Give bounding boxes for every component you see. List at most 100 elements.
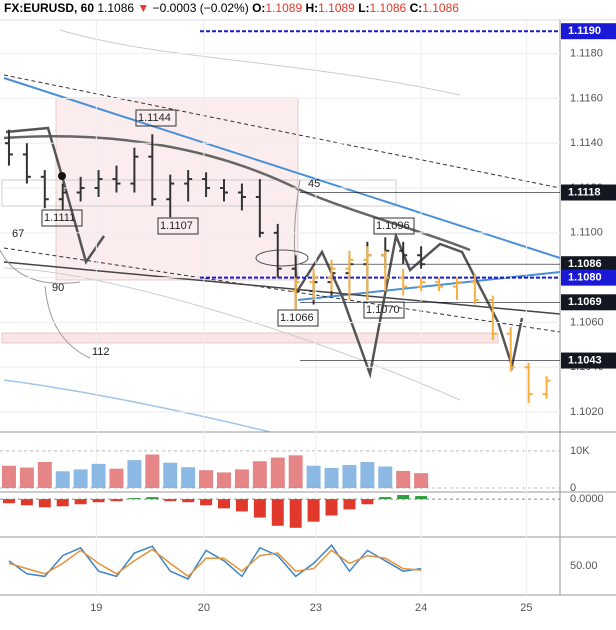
macd-bar — [56, 499, 69, 507]
open: 1.1089 — [265, 1, 302, 15]
change: −0.0003 (−0.02%) — [153, 1, 249, 15]
macd-bar — [146, 497, 159, 500]
y-tick-label: 1.1160 — [570, 92, 603, 104]
moving-average — [3, 135, 471, 252]
header-text: FX:EURUSD, 60 1.1086 ▼ −0.0003 (−0.02%) … — [4, 1, 459, 15]
level-label: 1.1086 — [568, 258, 602, 270]
macd-bar — [397, 495, 410, 500]
low-label: L: — [358, 1, 369, 15]
level-label: 1.1043 — [568, 354, 602, 366]
annotation: 1.1144 — [138, 112, 171, 124]
last-price: 1.1086 — [97, 1, 134, 15]
annotation-box — [373, 217, 415, 235]
macd-bar — [128, 498, 141, 500]
level-label: 1.1080 — [568, 272, 602, 284]
envelope — [59, 29, 461, 96]
macd-bar — [20, 499, 33, 506]
macd-bar — [343, 499, 356, 510]
close-label: C: — [410, 1, 423, 15]
volume-bar — [19, 467, 34, 488]
volume-bar — [163, 462, 178, 488]
annotation-box — [277, 309, 319, 327]
y-tick-label: 10K — [570, 445, 590, 457]
annotation: 112 — [92, 346, 110, 358]
macd-bar — [307, 499, 320, 522]
y-tick-label: 1.1060 — [570, 316, 604, 328]
annotation: 1.1107 — [160, 220, 193, 232]
y-tick-label: 1.1180 — [570, 48, 603, 60]
level-box — [561, 184, 616, 201]
volume-bar — [396, 470, 411, 488]
level-box — [561, 269, 616, 286]
volume-bar — [37, 462, 52, 488]
y-tick-label: 1.1100 — [570, 227, 603, 239]
high: 1.1089 — [318, 1, 355, 15]
macd-bar — [92, 499, 105, 503]
volume-bar — [270, 457, 285, 488]
level-box — [561, 256, 616, 273]
volume-bar — [199, 470, 214, 488]
y-tick-label: 0.0000 — [570, 493, 604, 505]
stoch-line — [8, 544, 422, 580]
volume-bar — [145, 454, 160, 488]
volume-bar — [252, 461, 267, 488]
volume-bar — [378, 466, 393, 488]
annotation-box — [41, 209, 83, 227]
volume-bar — [306, 465, 321, 488]
annotations: 1.1144 1.1111 1.1107 1.1096 1.1066 1.107… — [12, 109, 415, 358]
macd-bar — [200, 499, 213, 506]
symbol: FX:EURUSD, 60 — [4, 1, 94, 15]
macd-bar — [415, 496, 428, 500]
high-label: H: — [305, 1, 318, 15]
volume-bar — [109, 468, 124, 488]
level-box — [561, 352, 616, 369]
annotation-box — [157, 217, 199, 235]
annotation: 90 — [52, 282, 64, 294]
annotation: 45 — [308, 178, 320, 190]
level-label: 1.1118 — [568, 186, 600, 198]
macd-bar — [164, 499, 177, 502]
annotation-box — [363, 301, 405, 319]
x-tick-label: 25 — [520, 602, 532, 614]
envelope — [3, 267, 461, 401]
macd-bar — [271, 499, 284, 526]
x-tick-label: 23 — [310, 602, 322, 614]
macd-bar — [361, 499, 374, 505]
volume-bar — [127, 460, 142, 488]
volume-bar — [324, 467, 339, 488]
level-box — [561, 294, 616, 311]
volume-bar — [217, 472, 231, 488]
volume-bar — [234, 469, 249, 488]
annotation: 1.1111 — [44, 212, 75, 224]
highlight-ellipse — [255, 249, 309, 267]
volume-bar — [181, 467, 196, 488]
annotation: 1.1066 — [280, 312, 314, 324]
stoch-line — [8, 548, 422, 578]
zigzag — [296, 231, 524, 379]
open-label: O: — [252, 1, 265, 15]
x-tick-label: 20 — [198, 602, 210, 614]
macd-bar — [2, 499, 15, 504]
volume-bar — [73, 469, 88, 488]
zone-box — [1, 179, 397, 207]
macd-bar — [38, 499, 51, 508]
low: 1.1086 — [370, 1, 407, 15]
volume-bar — [360, 462, 375, 488]
y-tick-label: 50.00 — [570, 560, 598, 572]
macd-bar — [218, 499, 230, 509]
x-tick-label: 19 — [90, 602, 102, 614]
y-tick-label: 1.1140 — [570, 137, 603, 149]
level-label: 1.1190 — [568, 25, 601, 37]
volume-bar — [288, 455, 303, 488]
volume-bar — [414, 473, 429, 488]
pivot-dot — [58, 172, 66, 180]
plot: 19202324251.10201.10401.10601.10801.1100… — [0, 20, 616, 614]
annotation: 1.1070 — [366, 304, 400, 316]
macd-bar — [379, 497, 392, 500]
macd-bar — [289, 499, 302, 528]
header: FX:EURUSD, 60 1.1086 ▼ −0.0003 (−0.02%) … — [4, 1, 459, 15]
annotation: 1.1096 — [376, 220, 410, 232]
macd-bar — [325, 499, 338, 516]
y-tick-label: 0 — [570, 482, 576, 494]
